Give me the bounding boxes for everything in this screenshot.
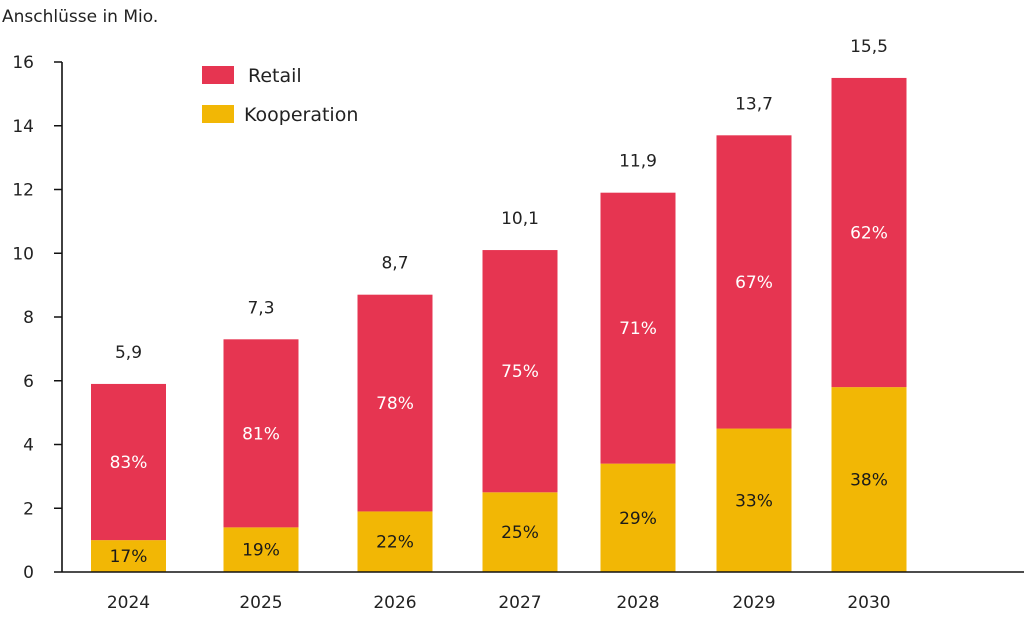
bar-segment-retail [600, 192, 676, 464]
bar-segment-kooperation [831, 387, 907, 572]
bars: 17% 83% 5,9 19% 81% 7,3 22% 78% 8,7 25% 75% 10,1 29%… [91, 37, 907, 572]
legend-swatch-kooperation [202, 105, 234, 123]
segment-share-label: 29% [619, 509, 657, 529]
y-tick-label: 0 [23, 563, 34, 583]
segment-share-label: 38% [850, 471, 888, 491]
y-axis-label: Anschlüsse in Mio. [2, 7, 158, 27]
bar-segment-retail [716, 135, 792, 429]
bar-segment-retail [482, 250, 558, 493]
y-axis-ticks: 0 2 4 6 8 10 12 14 16 [12, 53, 62, 583]
bar-total-label: 8,7 [381, 254, 408, 274]
legend-label-retail: Retail [248, 65, 302, 87]
segment-share-label: 78% [376, 394, 414, 414]
segment-share-label: 83% [110, 453, 148, 473]
y-tick-label: 12 [12, 181, 34, 201]
legend-swatch-retail [202, 66, 234, 84]
bar-segment-kooperation [357, 511, 433, 572]
segment-share-label: 17% [110, 547, 148, 567]
x-tick-label: 2025 [239, 593, 282, 613]
y-tick-label: 14 [12, 117, 34, 137]
bar-total-label: 5,9 [115, 343, 142, 363]
x-tick-label: 2028 [616, 593, 659, 613]
y-tick-label: 6 [23, 372, 34, 392]
segment-share-label: 62% [850, 224, 888, 244]
x-tick-label: 2030 [847, 593, 890, 613]
segment-share-label: 81% [242, 424, 280, 444]
x-tick-label: 2027 [498, 593, 541, 613]
segment-share-label: 67% [735, 273, 773, 293]
bar-total-label: 11,9 [619, 152, 657, 172]
bar-segment-retail [357, 294, 433, 512]
x-tick-label: 2026 [373, 593, 416, 613]
segment-share-label: 71% [619, 319, 657, 339]
bar-segment-retail [223, 339, 299, 528]
segment-share-label: 33% [735, 491, 773, 511]
legend: Retail Kooperation [202, 65, 358, 126]
bar-segment-retail [91, 383, 166, 541]
segment-share-label: 19% [242, 541, 280, 561]
y-tick-label: 8 [23, 308, 34, 328]
bar-segment-retail [831, 77, 907, 388]
bar-segment-kooperation [600, 463, 676, 572]
segment-share-label: 25% [501, 523, 539, 543]
y-tick-label: 2 [23, 499, 34, 519]
bar-total-label: 10,1 [501, 209, 539, 229]
x-tick-label: 2029 [732, 593, 775, 613]
bar-total-label: 7,3 [247, 298, 274, 318]
bar-total-label: 13,7 [735, 94, 773, 114]
x-tick-label: 2024 [107, 593, 150, 613]
x-axis-labels: 2024 2025 2026 2027 2028 2029 2030 [107, 593, 891, 613]
bar-total-label: 15,5 [850, 37, 888, 57]
y-tick-label: 4 [23, 436, 34, 456]
bar-segment-kooperation [716, 428, 792, 572]
y-tick-label: 10 [12, 244, 34, 264]
bar-segment-kooperation [91, 540, 166, 572]
segment-share-label: 75% [501, 362, 539, 382]
y-tick-label: 16 [12, 53, 34, 73]
legend-label-kooperation: Kooperation [244, 104, 358, 126]
bar-segment-kooperation [223, 527, 299, 572]
bar-segment-kooperation [482, 492, 558, 572]
segment-share-label: 22% [376, 533, 414, 553]
